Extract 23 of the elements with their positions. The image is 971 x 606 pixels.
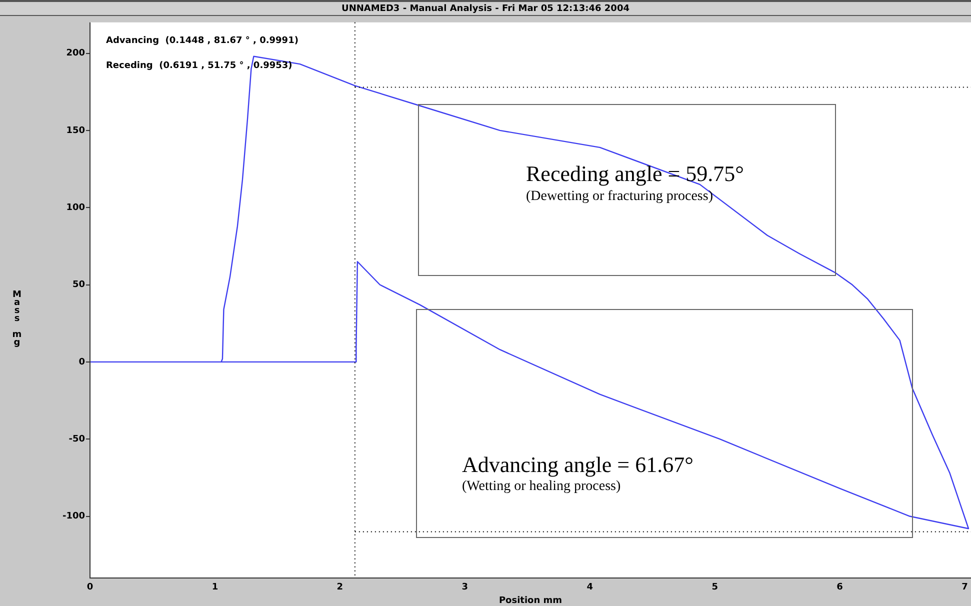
x-tick-label: 1 xyxy=(212,582,218,593)
y-tick-label: 150 xyxy=(66,126,85,136)
chart-title: UNNAMED3 - Manual Analysis - Fri Mar 05 12:13:46 2004 xyxy=(0,0,971,16)
x-tick-label: 3 xyxy=(462,582,468,593)
x-tick-label: 4 xyxy=(586,582,593,593)
x-tick-label: 0 xyxy=(86,582,94,593)
annotation: Advancing angle = 61.67° xyxy=(462,452,694,478)
y-tick-label: 0 xyxy=(78,357,85,368)
annotation: (Dewetting or fracturing process) xyxy=(526,189,713,205)
x-tick-label: 2 xyxy=(336,582,344,593)
y-tick-label: 50 xyxy=(72,280,85,290)
y-tick-label: 200 xyxy=(66,48,85,59)
x-axis-title: Position mm xyxy=(498,596,562,606)
annotation: Receding (0.6191 , 51.75 ° , 0.9953) xyxy=(106,61,292,71)
y-tick-label: -50 xyxy=(68,434,85,444)
annotation: (Wetting or healing process) xyxy=(462,479,621,495)
y-axis-title: Mass mg xyxy=(12,290,22,346)
x-tick-label: 6 xyxy=(836,582,843,593)
x-tick-label: 7 xyxy=(962,582,968,593)
x-tick-label: 5 xyxy=(712,582,718,593)
annotation: Advancing (0.1448 , 81.67 ° , 0.9991) xyxy=(106,36,298,46)
y-tick-label: 100 xyxy=(66,202,85,213)
y-tick-label: -100 xyxy=(62,512,85,522)
